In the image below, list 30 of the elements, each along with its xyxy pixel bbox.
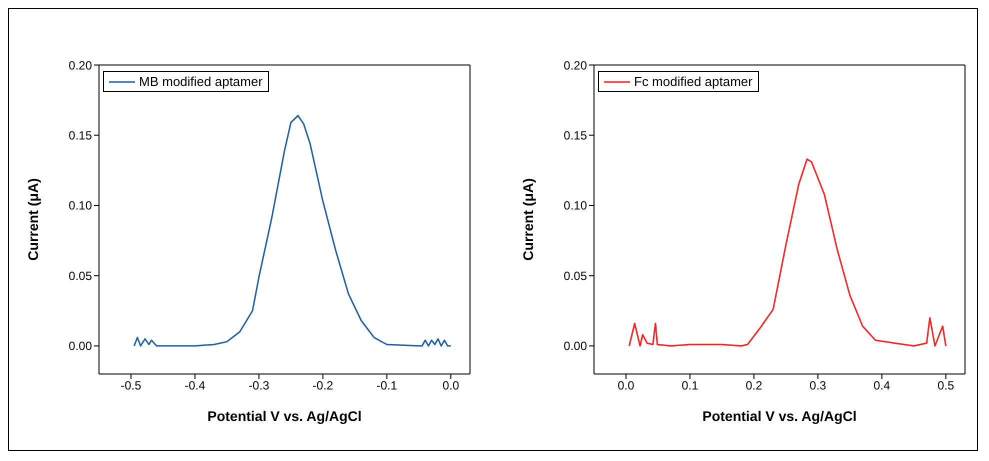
y-tick-label: 0.10: [68, 198, 92, 213]
x-tick-label: -0.3: [248, 378, 270, 393]
x-tick-label: -0.4: [184, 378, 206, 393]
x-tick-label: 0.1: [682, 378, 699, 393]
legend-label: Fc modified aptamer: [634, 73, 752, 90]
x-tick-label: 0.0: [442, 378, 460, 393]
x-axis-title: Potential V vs. Ag/AgCl: [702, 408, 857, 424]
line-series: [133, 114, 452, 347]
y-tick-label: 0.20: [564, 58, 588, 72]
x-tick-label: 0.5: [937, 378, 954, 393]
y-tick-label: 0.00: [68, 339, 92, 354]
y-axis-title: Current (μA): [520, 178, 536, 261]
y-tick-label: 0.10: [564, 198, 588, 213]
x-tick-label: 0.2: [746, 378, 763, 393]
x-tick-label: 0.3: [810, 378, 827, 393]
x-tick-label: -0.5: [120, 378, 142, 393]
legend-label: MB modified aptamer: [139, 73, 263, 90]
x-tick-label: 0.4: [874, 378, 891, 393]
line-series: [628, 158, 947, 347]
x-tick-label: -0.1: [376, 378, 398, 393]
y-axis-title: Current (μA): [24, 178, 41, 261]
y-tick-label: 0.05: [564, 268, 588, 283]
x-tick-label: 0.0: [618, 378, 635, 393]
y-tick-label: 0.05: [68, 268, 92, 283]
y-tick-label: 0.00: [564, 339, 588, 354]
y-tick-label: 0.15: [564, 128, 588, 142]
y-tick-label: 0.15: [68, 128, 92, 142]
x-axis-title: Potential V vs. Ag/AgCl: [207, 408, 362, 424]
x-tick-label: -0.2: [312, 378, 334, 393]
y-tick-label: 0.20: [68, 58, 92, 72]
